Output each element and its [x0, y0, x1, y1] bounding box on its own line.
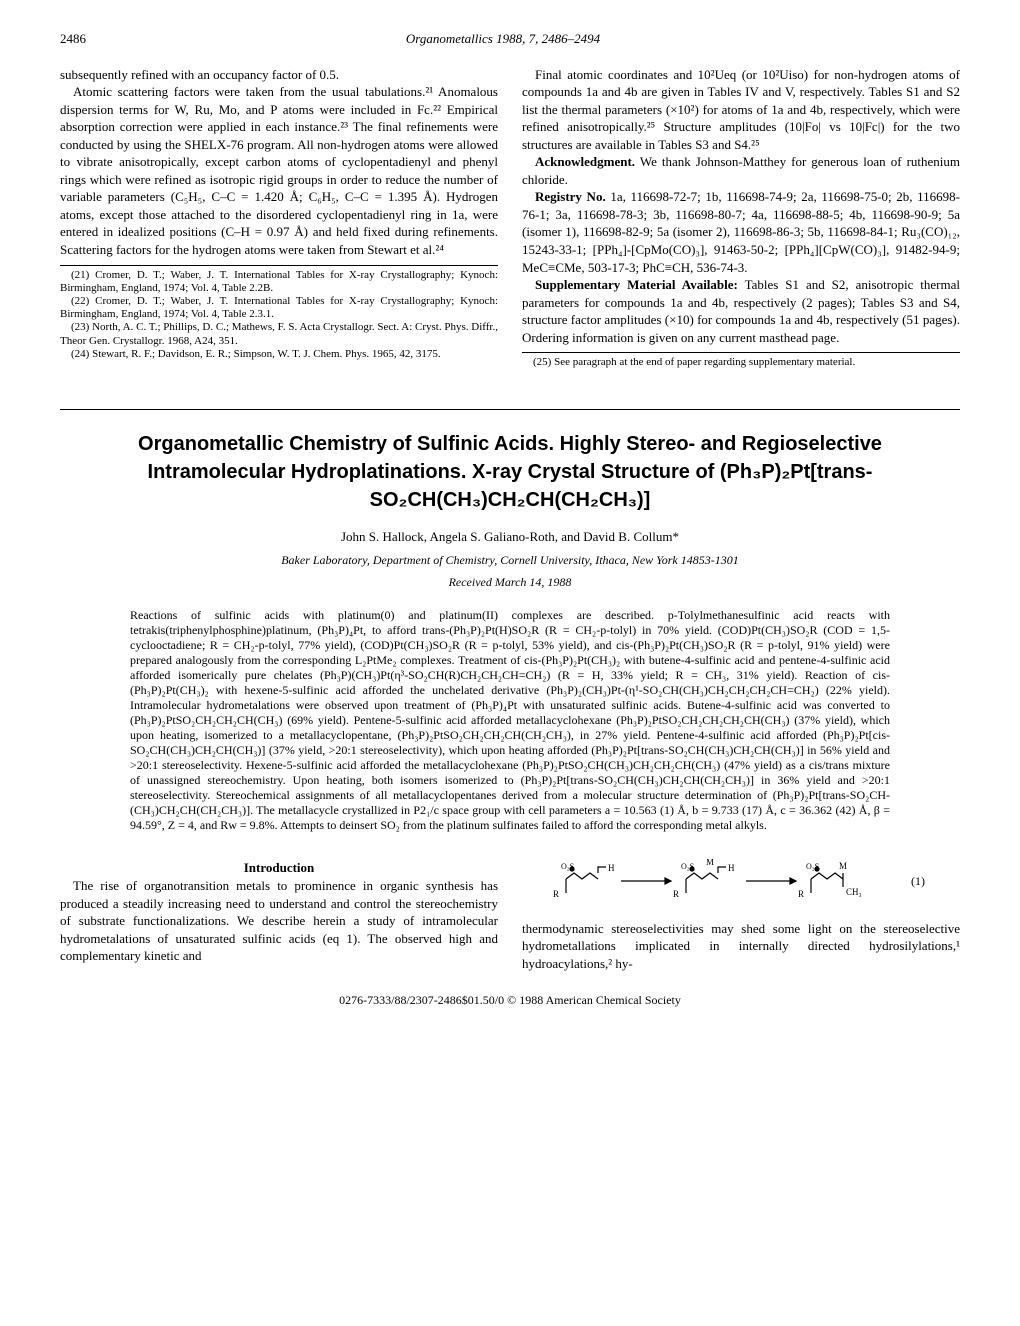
reaction-scheme-svg: R H O₂S R H M O₂S R CH₃ M O₂S: [551, 859, 931, 909]
page-number: 2486: [60, 30, 86, 48]
col2-p1: Final atomic coordinates and 10²Ueq (or …: [522, 66, 960, 154]
svg-text:R: R: [673, 889, 679, 899]
svg-text:O₂S: O₂S: [561, 862, 574, 871]
svg-text:O₂S: O₂S: [681, 862, 694, 871]
svg-text:M: M: [839, 861, 847, 871]
copyright-footer: 0276-7333/88/2307-2486$01.50/0 © 1988 Am…: [60, 992, 960, 1008]
affiliation: Baker Laboratory, Department of Chemistr…: [60, 552, 960, 568]
col1-p2: Atomic scattering factors were taken fro…: [60, 83, 498, 258]
ref-24: (24) Stewart, R. F.; Davidson, E. R.; Si…: [60, 348, 498, 361]
ref-22: (22) Cromer, D. T.; Waber, J. T. Interna…: [60, 295, 498, 321]
svg-text:H: H: [728, 863, 735, 873]
ref-25: (25) See paragraph at the end of paper r…: [522, 356, 960, 369]
svg-text:H: H: [608, 863, 615, 873]
intro-p1: The rise of organotransition metals to p…: [60, 877, 498, 965]
ref-23: (23) North, A. C. T.; Phillips, D. C.; M…: [60, 321, 498, 347]
acknowledgment: Acknowledgment. We thank Johnson-Matthey…: [522, 153, 960, 188]
intro-p2: thermodynamic stereoselectivities may sh…: [522, 920, 960, 973]
received-date: Received March 14, 1988: [60, 574, 960, 590]
upper-body: subsequently refined with an occupancy f…: [60, 66, 960, 370]
registry: Registry No. 1a, 116698-72-7; 1b, 116698…: [522, 188, 960, 276]
ref-21: (21) Cromer, D. T.; Waber, J. T. Interna…: [60, 269, 498, 295]
svg-text:M: M: [706, 859, 714, 867]
authors: John S. Hallock, Angela S. Galiano-Roth,…: [60, 528, 960, 546]
svg-text:CH₃: CH₃: [846, 887, 862, 897]
supplementary: Supplementary Material Available: Tables…: [522, 276, 960, 346]
svg-text:R: R: [553, 889, 559, 899]
svg-text:O₂S: O₂S: [806, 862, 819, 871]
eq-number: (1): [911, 874, 925, 888]
article-title: Organometallic Chemistry of Sulfinic Aci…: [100, 430, 920, 514]
right-references: (25) See paragraph at the end of paper r…: [522, 352, 960, 369]
abstract: Reactions of sulfinic acids with platinu…: [130, 608, 890, 833]
lower-body: Introduction The rise of organotransitio…: [60, 853, 960, 972]
svg-text:R: R: [798, 889, 804, 899]
page-header: 2486 Organometallics 1988, 7, 2486–2494: [60, 30, 960, 48]
journal-header: Organometallics 1988, 7, 2486–2494: [86, 30, 920, 48]
equation-1: R H O₂S R H M O₂S R CH₃ M O₂S: [522, 859, 960, 913]
article-separator: [60, 409, 960, 410]
left-references: (21) Cromer, D. T.; Waber, J. T. Interna…: [60, 265, 498, 361]
intro-heading: Introduction: [60, 859, 498, 877]
col1-p1: subsequently refined with an occupancy f…: [60, 66, 498, 84]
